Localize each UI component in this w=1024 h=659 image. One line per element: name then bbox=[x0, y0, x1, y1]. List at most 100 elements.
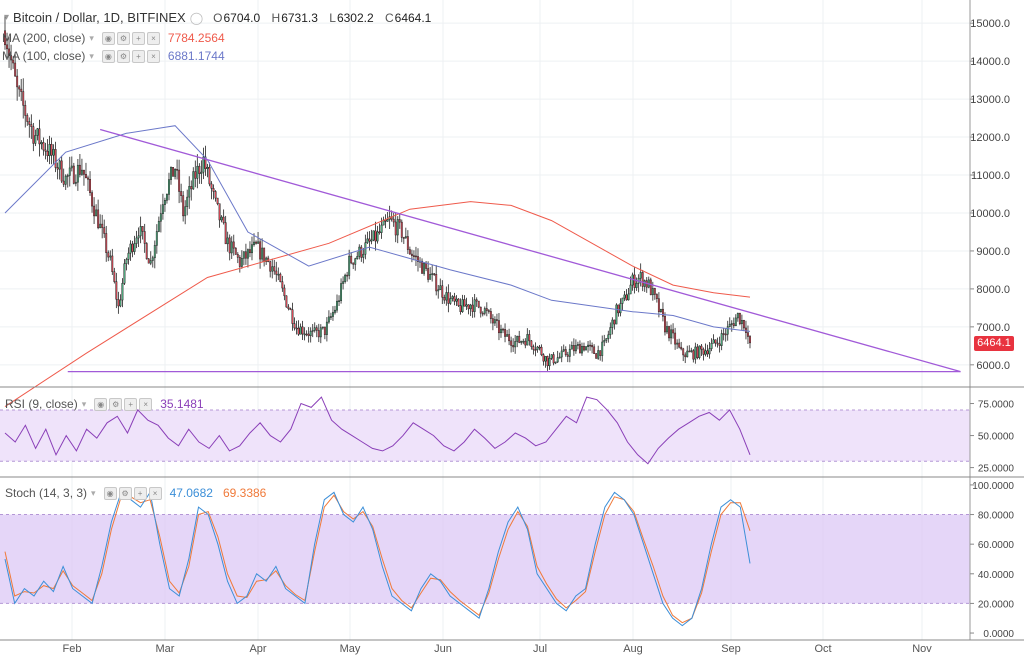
y-tick-label: 75.0000 bbox=[978, 400, 1015, 411]
chevron-down-icon[interactable]: ▾ bbox=[89, 50, 94, 61]
candle bbox=[530, 340, 533, 347]
candle bbox=[327, 316, 330, 323]
eye-icon[interactable]: ◉ bbox=[103, 486, 117, 500]
chevron-down-icon[interactable]: ▾ bbox=[91, 487, 96, 498]
candle bbox=[736, 312, 739, 319]
rsi-label[interactable]: RSI (9, close) bbox=[5, 397, 78, 411]
candle bbox=[200, 171, 203, 174]
close-icon[interactable]: × bbox=[146, 49, 160, 63]
candle bbox=[334, 309, 336, 313]
candle bbox=[319, 327, 322, 338]
candle bbox=[423, 262, 426, 274]
candle bbox=[32, 126, 35, 144]
candle bbox=[143, 231, 146, 244]
candle bbox=[467, 304, 470, 310]
ma200-label[interactable]: MA (200, close) bbox=[2, 31, 86, 45]
gear-icon[interactable]: ⚙ bbox=[118, 486, 132, 500]
collapse-icon[interactable]: ▾ bbox=[4, 12, 10, 23]
more-icon[interactable]: + bbox=[124, 397, 138, 411]
candle bbox=[346, 274, 349, 277]
candle bbox=[740, 320, 743, 325]
candle bbox=[485, 308, 488, 311]
candle bbox=[617, 304, 620, 314]
ma100-label[interactable]: MA (100, close) bbox=[2, 49, 86, 63]
gear-icon[interactable]: ⚙ bbox=[116, 49, 130, 63]
candle bbox=[550, 354, 553, 359]
candle bbox=[718, 343, 721, 346]
candle bbox=[196, 165, 199, 179]
candle bbox=[672, 329, 675, 334]
candle bbox=[412, 255, 415, 257]
y-tick-label: 15000.0 bbox=[970, 18, 1010, 30]
candle bbox=[522, 340, 525, 343]
candle bbox=[297, 327, 300, 335]
candle bbox=[366, 238, 369, 244]
x-tick-label: Jul bbox=[533, 643, 547, 655]
candle bbox=[62, 180, 65, 185]
candle bbox=[542, 354, 545, 362]
candle bbox=[287, 306, 290, 309]
close-icon[interactable]: × bbox=[139, 397, 153, 411]
candle bbox=[502, 328, 504, 331]
candle bbox=[255, 241, 257, 244]
candle bbox=[676, 342, 679, 345]
y-tick-label: 20.0000 bbox=[978, 599, 1015, 610]
more-icon[interactable]: + bbox=[131, 31, 145, 45]
candle bbox=[566, 354, 569, 357]
chevron-down-icon[interactable]: ▾ bbox=[89, 32, 94, 43]
candle bbox=[702, 348, 705, 355]
candle bbox=[562, 349, 565, 352]
overbought-oversold-band bbox=[0, 514, 970, 604]
y-tick-label: 12000.0 bbox=[970, 132, 1010, 144]
candle bbox=[85, 174, 87, 179]
candle bbox=[585, 346, 587, 351]
candle bbox=[680, 346, 683, 350]
settings-dot-icon[interactable]: ◯ bbox=[189, 10, 204, 25]
eye-icon[interactable]: ◉ bbox=[101, 31, 115, 45]
candle bbox=[263, 247, 266, 262]
candle bbox=[127, 252, 130, 260]
candle bbox=[64, 175, 67, 185]
candle bbox=[728, 323, 731, 327]
stoch-legend: Stoch (14, 3, 3) ▾ ◉ ⚙ + × 47.0682 69.33… bbox=[5, 486, 266, 500]
candle bbox=[558, 356, 561, 359]
candle bbox=[40, 142, 43, 145]
candle bbox=[238, 257, 241, 267]
candle bbox=[103, 227, 106, 234]
candle bbox=[186, 196, 189, 208]
candle bbox=[639, 272, 642, 279]
gear-icon[interactable]: ⚙ bbox=[116, 31, 130, 45]
gear-icon[interactable]: ⚙ bbox=[109, 397, 123, 411]
more-icon[interactable]: + bbox=[131, 49, 145, 63]
candle bbox=[477, 300, 480, 308]
candle bbox=[461, 299, 464, 312]
stoch-label[interactable]: Stoch (14, 3, 3) bbox=[5, 486, 88, 500]
eye-icon[interactable]: ◉ bbox=[94, 397, 108, 411]
candle bbox=[46, 150, 49, 157]
candle bbox=[95, 209, 98, 217]
candle bbox=[514, 341, 517, 348]
candle bbox=[487, 310, 490, 312]
symbol-title[interactable]: Bitcoin / Dollar, 1D, BITFINEX bbox=[13, 10, 186, 25]
close-icon[interactable]: × bbox=[148, 486, 162, 500]
eye-icon[interactable]: ◉ bbox=[101, 49, 115, 63]
candle bbox=[556, 357, 559, 363]
candle bbox=[163, 200, 166, 205]
rsi-value: 35.1481 bbox=[160, 397, 204, 411]
candle bbox=[289, 308, 292, 310]
candle bbox=[686, 350, 689, 358]
candle bbox=[601, 341, 604, 356]
candle bbox=[281, 281, 284, 289]
chevron-down-icon[interactable]: ▾ bbox=[81, 398, 87, 409]
close-icon[interactable]: × bbox=[146, 31, 160, 45]
candle bbox=[459, 305, 462, 312]
more-icon[interactable]: + bbox=[133, 486, 147, 500]
candle bbox=[692, 350, 695, 360]
candle bbox=[174, 169, 177, 177]
y-tick-label: 8000.0 bbox=[976, 284, 1010, 296]
candle bbox=[445, 292, 448, 301]
candle bbox=[206, 166, 209, 169]
candle bbox=[293, 323, 296, 329]
candle bbox=[690, 350, 693, 352]
